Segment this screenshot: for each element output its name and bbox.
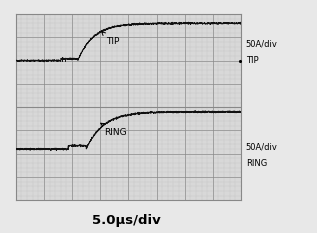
Text: 50A/div: 50A/div [246, 40, 278, 49]
Text: 50A/div: 50A/div [246, 142, 278, 151]
Text: RING: RING [246, 159, 267, 168]
Text: RING: RING [101, 123, 127, 137]
Text: TIP: TIP [246, 56, 258, 65]
Text: 5.0μs/div: 5.0μs/div [93, 214, 161, 227]
Text: TIP: TIP [102, 32, 119, 46]
